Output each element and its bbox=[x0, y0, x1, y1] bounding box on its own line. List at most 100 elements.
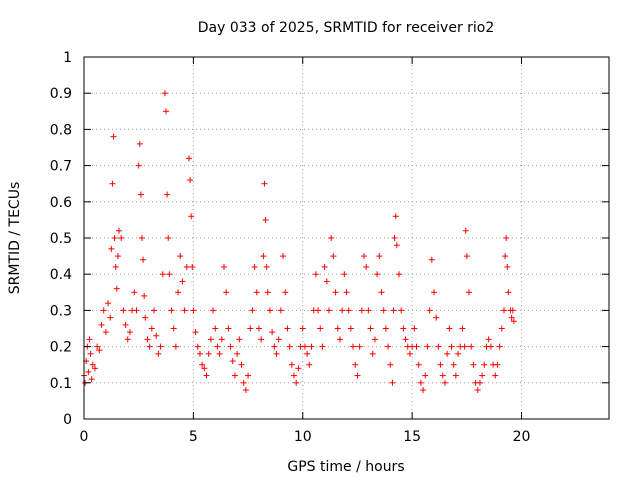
data-point bbox=[417, 379, 424, 386]
data-point bbox=[245, 372, 252, 379]
data-point bbox=[207, 336, 214, 343]
data-point bbox=[413, 343, 420, 350]
data-point bbox=[509, 307, 516, 314]
chart-title: Day 033 of 2025, SRMTID for receiver rio… bbox=[198, 20, 495, 36]
data-point bbox=[261, 180, 268, 187]
data-point bbox=[227, 343, 234, 350]
data-point bbox=[166, 271, 173, 278]
data-point bbox=[205, 350, 212, 357]
data-point bbox=[371, 336, 378, 343]
data-point bbox=[170, 325, 177, 332]
data-point bbox=[225, 325, 232, 332]
data-point bbox=[251, 263, 258, 270]
data-point bbox=[126, 329, 133, 336]
data-point bbox=[428, 256, 435, 263]
data-point bbox=[275, 336, 282, 343]
data-point bbox=[339, 307, 346, 314]
y-tick-label: 0.4 bbox=[50, 267, 72, 283]
data-point bbox=[444, 350, 451, 357]
data-point bbox=[352, 361, 359, 368]
data-point bbox=[502, 253, 509, 260]
data-point bbox=[131, 289, 138, 296]
data-point bbox=[476, 379, 483, 386]
data-point bbox=[390, 307, 397, 314]
data-point bbox=[231, 372, 238, 379]
y-tick-label: 0.5 bbox=[50, 231, 72, 247]
y-tick-label: 0.8 bbox=[50, 122, 72, 138]
data-point bbox=[426, 307, 433, 314]
data-point bbox=[295, 365, 302, 372]
data-point bbox=[317, 325, 324, 332]
data-point bbox=[155, 350, 162, 357]
data-point bbox=[328, 235, 335, 241]
data-point bbox=[437, 361, 444, 368]
data-point bbox=[110, 133, 117, 140]
data-point bbox=[466, 289, 472, 296]
data-point bbox=[124, 336, 131, 343]
data-point bbox=[321, 263, 328, 270]
x-tick-label: 20 bbox=[513, 429, 531, 445]
data-point bbox=[468, 343, 475, 350]
data-point bbox=[385, 343, 392, 350]
data-point bbox=[201, 365, 208, 372]
data-point bbox=[505, 289, 512, 296]
data-point bbox=[175, 289, 182, 296]
data-points bbox=[81, 90, 517, 394]
data-point bbox=[315, 307, 322, 314]
data-point bbox=[120, 307, 127, 314]
data-point bbox=[168, 307, 175, 314]
data-point bbox=[236, 336, 243, 343]
data-point bbox=[461, 343, 468, 350]
data-point bbox=[393, 242, 400, 249]
data-point bbox=[356, 343, 363, 350]
data-point bbox=[266, 307, 273, 314]
data-point bbox=[181, 307, 188, 314]
data-point bbox=[288, 361, 295, 368]
data-point bbox=[107, 314, 114, 321]
data-point bbox=[402, 336, 409, 343]
data-point bbox=[280, 253, 287, 260]
data-point bbox=[498, 325, 505, 332]
data-point bbox=[504, 263, 511, 270]
data-point bbox=[446, 325, 453, 332]
data-point bbox=[148, 325, 155, 332]
data-point bbox=[323, 278, 330, 285]
data-point bbox=[396, 271, 402, 278]
data-point bbox=[400, 325, 407, 332]
data-point bbox=[510, 318, 517, 325]
data-point bbox=[112, 263, 119, 270]
plot-frame bbox=[83, 56, 610, 420]
data-point bbox=[420, 387, 427, 394]
data-point bbox=[367, 325, 374, 332]
data-point bbox=[114, 253, 121, 260]
data-point bbox=[411, 325, 418, 332]
data-point bbox=[247, 325, 254, 332]
data-point bbox=[144, 336, 151, 343]
x-tick-label: 15 bbox=[403, 429, 421, 445]
data-point bbox=[503, 235, 510, 241]
data-point bbox=[455, 350, 462, 357]
y-tick-label: 0 bbox=[63, 412, 72, 428]
data-point bbox=[380, 307, 387, 314]
data-point bbox=[234, 350, 241, 357]
data-point bbox=[365, 307, 372, 314]
data-point bbox=[86, 336, 93, 343]
data-point bbox=[109, 180, 116, 187]
data-point bbox=[140, 256, 147, 263]
data-point bbox=[345, 307, 352, 314]
data-point bbox=[470, 361, 477, 368]
data-point bbox=[253, 289, 260, 296]
data-point bbox=[105, 300, 112, 307]
data-point bbox=[459, 325, 466, 332]
data-point bbox=[85, 368, 92, 375]
y-tick-label: 0.6 bbox=[50, 195, 72, 211]
y-tick-label: 0.2 bbox=[50, 340, 72, 356]
data-point bbox=[387, 361, 394, 368]
data-point bbox=[137, 191, 144, 198]
data-point bbox=[94, 343, 101, 350]
y-tick-label: 0.7 bbox=[50, 159, 72, 175]
data-point bbox=[369, 350, 376, 357]
data-point bbox=[487, 343, 494, 350]
data-point bbox=[452, 372, 459, 379]
